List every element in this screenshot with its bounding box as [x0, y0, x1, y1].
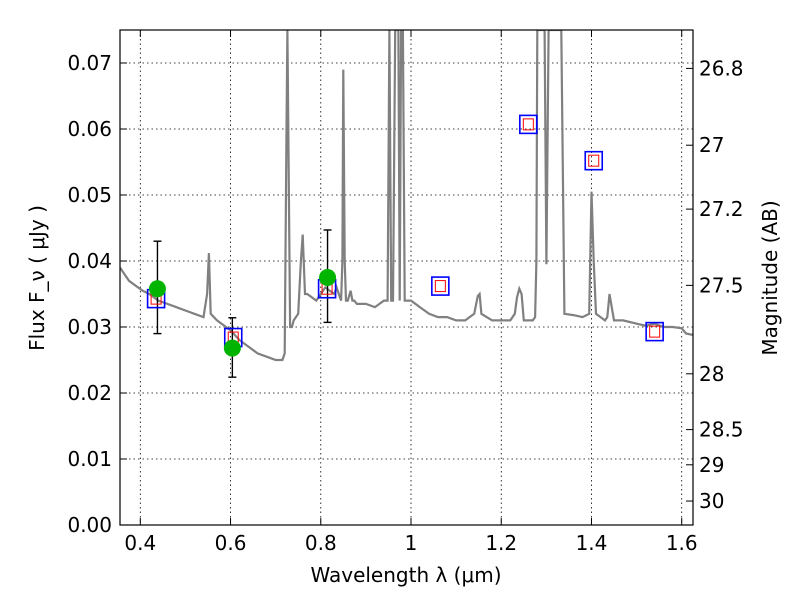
model-inner-3 — [434, 280, 446, 293]
x-tick-label-6: 1.6 — [666, 531, 698, 555]
y-tick-label-3: 0.03 — [67, 315, 112, 339]
model-inner-5 — [588, 154, 600, 167]
model-box-6 — [645, 321, 664, 342]
right-tick-label-1: 27 — [699, 133, 724, 157]
plot-frame — [119, 29, 694, 526]
x-axis-label: Wavelength λ (μm) — [310, 563, 501, 587]
model-box-5 — [584, 150, 604, 171]
y-tick-label-5: 0.05 — [67, 183, 112, 207]
observed-point-1 — [223, 339, 241, 357]
right-tick-label-0: 26.8 — [699, 56, 744, 80]
right-tick-label-6: 29 — [699, 453, 724, 477]
y-axis-ticks: 0.00 0.01 0.02 0.03 0.04 0.05 0.06 0.07 — [67, 51, 127, 537]
x-tick-label-4: 1.2 — [485, 531, 517, 555]
model-inner-4 — [522, 118, 534, 131]
observed-point-0 — [148, 280, 166, 298]
x-tick-label-5: 1.4 — [576, 531, 608, 555]
y-tick-label-2: 0.02 — [67, 381, 112, 405]
x-tick-label-3: 1 — [405, 531, 418, 555]
plot-area — [120, 30, 693, 378]
right-tick-label-3: 27.5 — [699, 273, 744, 297]
right-tick-label-2: 27.2 — [699, 197, 744, 221]
right-tick-label-4: 28 — [699, 362, 724, 386]
x-tick-label-2: 0.8 — [305, 531, 337, 555]
observed-point-2 — [319, 269, 337, 286]
y-tick-label-6: 0.06 — [67, 117, 112, 141]
y-tick-label-7: 0.07 — [67, 51, 112, 75]
y-tick-label-1: 0.01 — [67, 447, 112, 471]
right-tick-label-7: 30 — [699, 489, 724, 513]
plot-background — [120, 30, 693, 525]
model-box-4 — [519, 114, 538, 135]
y-axis-label: Flux F_ν ( μJy ) — [25, 205, 49, 351]
right-axis-label: Magnitude (AB) — [758, 200, 782, 355]
x-tick-label-1: 0.6 — [215, 531, 247, 555]
model-inner-6 — [649, 325, 661, 338]
x-axis-ticks: 0.4 0.6 0.8 1 1.2 1.4 1.6 — [124, 30, 698, 555]
observed-markers — [148, 269, 337, 357]
template-spectrum-line — [120, 30, 693, 362]
model-box-3 — [431, 276, 450, 296]
x-tick-label-0: 0.4 — [124, 531, 156, 555]
y-tick-label-4: 0.04 — [67, 249, 112, 273]
right-tick-label-5: 28.5 — [699, 418, 744, 442]
right-axis-ticks: 26.8 27 27.2 27.5 28 28.5 29 30 — [686, 56, 744, 513]
y-tick-label-0: 0.00 — [67, 513, 112, 537]
